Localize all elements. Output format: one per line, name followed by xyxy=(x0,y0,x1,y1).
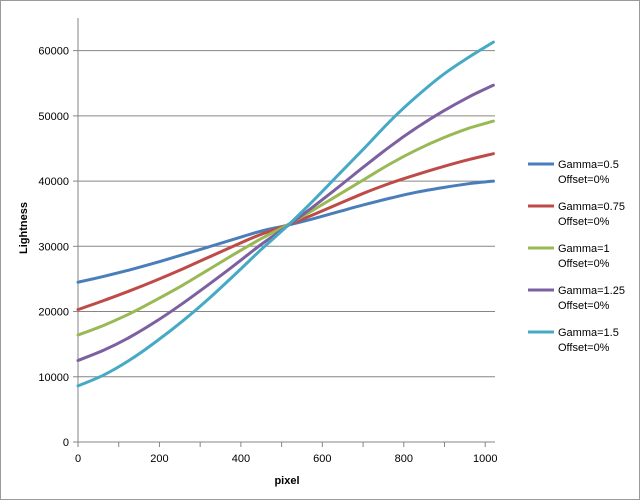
series-line-1 xyxy=(76,179,495,284)
legend-item-3: Gamma=1 Offset=0% xyxy=(528,243,610,270)
series-line-5 xyxy=(76,40,495,388)
x-tick-label: 400 xyxy=(232,453,250,465)
axes xyxy=(73,18,495,447)
legend-item-1: Gamma=0.5 Offset=0% xyxy=(528,159,619,186)
series-line-2 xyxy=(76,152,495,312)
y-tick-label: 60000 xyxy=(38,46,69,58)
legend-sublabel: Offset=0% xyxy=(558,216,610,228)
y-tick-label: 0 xyxy=(63,437,69,449)
y-axis-title: Lightness xyxy=(18,202,30,254)
legend: Gamma=0.5Offset=0%Gamma=0.75Offset=0%Gam… xyxy=(528,159,625,354)
legend-sublabel: Offset=0% xyxy=(558,342,610,354)
y-tick-label: 30000 xyxy=(38,241,69,253)
legend-sublabel: Offset=0% xyxy=(558,300,610,312)
legend-label: Gamma=1.5 xyxy=(558,327,619,339)
series-lines xyxy=(76,40,495,388)
legend-item-5: Gamma=1.5 Offset=0% xyxy=(528,327,619,354)
y-tick-label: 50000 xyxy=(38,111,69,123)
legend-label: Gamma=0.5 xyxy=(558,159,619,171)
x-tick-label: 600 xyxy=(313,453,331,465)
legend-label: Gamma=0.75 xyxy=(558,201,625,213)
x-tick-label: 200 xyxy=(150,453,168,465)
x-tick-labels: 0 200 400 600 800 1000 xyxy=(75,453,498,465)
x-tick-label: 800 xyxy=(395,453,413,465)
legend-sublabel: Offset=0% xyxy=(558,258,610,270)
y-tick-label: 40000 xyxy=(38,176,69,188)
x-tick-label: 1000 xyxy=(473,453,497,465)
legend-label: Gamma=1.25 xyxy=(558,285,625,297)
y-tick-label: 10000 xyxy=(38,372,69,384)
legend-sublabel: Offset=0% xyxy=(558,174,610,186)
y-tick-label: 20000 xyxy=(38,307,69,319)
legend-item-2: Gamma=0.75 Offset=0% xyxy=(528,201,625,228)
legend-label: Gamma=1 xyxy=(558,243,610,255)
x-tick-label: 0 xyxy=(75,453,81,465)
x-axis-title: pixel xyxy=(274,475,299,487)
series-line-4 xyxy=(76,83,495,362)
y-tick-labels: 0 10000 20000 30000 40000 50000 60000 xyxy=(38,46,69,449)
gridlines xyxy=(78,50,495,378)
legend-item-4: Gamma=1.25 Offset=0% xyxy=(528,285,625,312)
